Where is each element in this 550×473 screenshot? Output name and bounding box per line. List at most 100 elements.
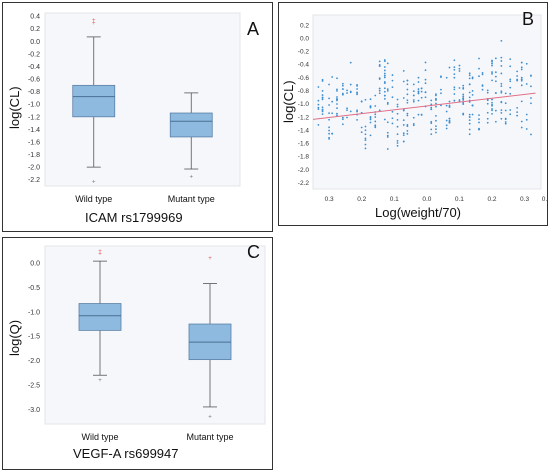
scatter-point	[462, 93, 465, 96]
scatter-point	[386, 121, 389, 124]
scatter-point	[412, 94, 415, 97]
panel-c: 0.0 -0.5 -1.0 -1.5 -2.0 -2.5 -3.0 + + + Wild type +…	[2, 237, 273, 470]
scatter-point	[500, 90, 503, 93]
scatter-point	[369, 98, 372, 101]
scatter-point	[321, 98, 324, 101]
scatter-point	[378, 65, 381, 68]
scatter-point	[396, 142, 399, 144]
scatter-point	[402, 97, 405, 99]
scatter-point	[504, 121, 507, 123]
scatter-point	[317, 108, 320, 111]
scatter-point	[509, 80, 512, 83]
scatter-point	[468, 113, 471, 116]
scatter-point	[406, 83, 409, 86]
scatter-point	[491, 98, 493, 101]
scatter-point	[383, 98, 386, 100]
scatter-point	[364, 129, 367, 132]
scatter-point	[356, 93, 358, 96]
y-tick-label: -1.0	[28, 309, 40, 316]
scatter-point	[328, 97, 330, 100]
scatter-point	[500, 109, 503, 112]
trend-line	[312, 92, 536, 120]
outlier-point: +	[208, 415, 212, 421]
scatter-point	[491, 79, 493, 82]
scatter-point	[494, 75, 497, 78]
scatter-point	[412, 90, 415, 93]
scatter-point	[417, 92, 420, 95]
scatter-point	[321, 113, 324, 116]
scatter-point	[383, 94, 386, 97]
scatter-point	[378, 60, 381, 63]
scatter-point	[525, 83, 528, 85]
scatter-point	[420, 90, 423, 93]
scatter-point	[468, 74, 471, 77]
scatter-point	[520, 68, 523, 71]
scatter-point	[317, 103, 320, 106]
outlier-point: +	[92, 21, 96, 27]
scatter-point	[336, 88, 338, 91]
scatter-point	[321, 110, 324, 113]
scatter-point	[321, 96, 324, 99]
scatter-point	[412, 99, 415, 101]
scatter-point	[336, 89, 338, 92]
scatter-point	[417, 81, 420, 83]
scatter-point	[462, 84, 465, 87]
scatter-point	[462, 87, 465, 90]
scatter-point	[424, 78, 427, 81]
scatter-point	[349, 90, 352, 93]
y-tick-label: 0.2	[30, 26, 40, 33]
scatter-point	[417, 90, 420, 93]
scatter-point	[346, 92, 348, 94]
scatter-point	[391, 86, 394, 89]
scatter-point	[516, 111, 519, 113]
scatter-point	[462, 103, 465, 106]
scatter-point	[440, 104, 442, 107]
scatter-point	[391, 110, 394, 113]
scatter-point	[486, 111, 489, 114]
scatter-point	[317, 86, 320, 88]
y-tick-label: -2.2	[298, 180, 310, 187]
scatter-point	[374, 94, 377, 97]
scatter-point	[500, 56, 503, 59]
scatter-point	[430, 122, 433, 125]
scatter-point	[481, 84, 484, 86]
y-tick-label: -2.5	[28, 382, 40, 389]
scatter-point	[396, 133, 399, 136]
y-tick-label: -3.0	[28, 407, 40, 414]
scatter-point	[458, 64, 461, 67]
scatter-point	[328, 112, 330, 115]
scatter-point	[468, 119, 471, 122]
scatter-point	[478, 127, 480, 130]
scatter-point	[417, 99, 420, 102]
scatter-point	[383, 72, 386, 75]
scatter-point	[356, 91, 358, 94]
scatter-point	[396, 105, 399, 108]
scatter-point	[520, 78, 523, 81]
scatter-point	[321, 94, 324, 96]
scatter-point	[349, 110, 352, 113]
scatter-point	[453, 68, 456, 71]
scatter-point	[448, 66, 451, 69]
scatter-point	[504, 122, 507, 125]
scatter-point	[369, 106, 372, 109]
scatter-point	[486, 91, 489, 94]
scatter-point	[349, 83, 352, 86]
x-axis-title-b: Log(weight/70)	[375, 205, 461, 220]
scatter-point	[406, 132, 409, 135]
outlier-point: +	[98, 251, 102, 257]
scatter-point	[321, 90, 324, 92]
scatter-point	[530, 85, 532, 88]
scatter-point	[383, 90, 386, 93]
scatter-point	[520, 66, 523, 69]
scatter-point	[336, 98, 338, 101]
scatter-point	[328, 132, 330, 135]
x-axis-title-c: VEGF-A rs699947	[73, 446, 179, 461]
y-tick-label: -2.0	[298, 167, 310, 174]
scatter-point	[500, 82, 503, 85]
scatter-point	[500, 85, 503, 88]
scatter-point	[331, 132, 334, 135]
scatter-point	[369, 134, 372, 137]
scatter-point	[391, 117, 394, 120]
scatter-point	[391, 74, 394, 76]
scatter-point	[321, 78, 324, 81]
